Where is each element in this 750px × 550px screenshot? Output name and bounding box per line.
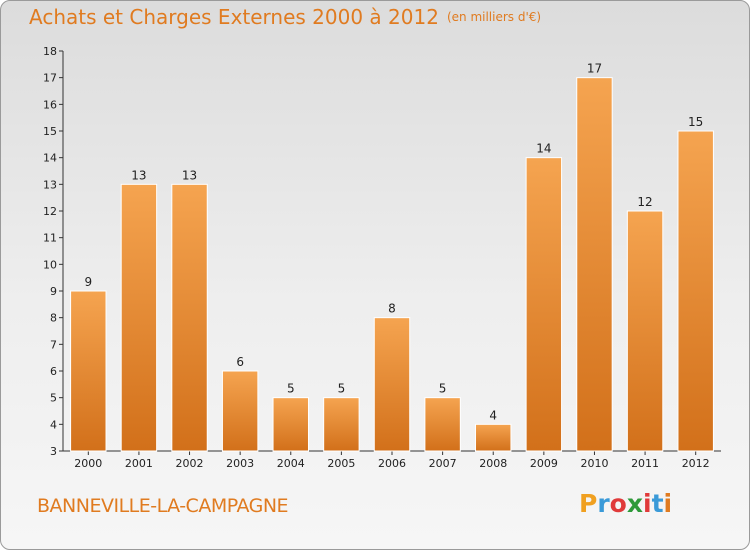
bar-value-label: 5 [439,382,447,396]
y-tick-label: 9 [50,285,57,298]
bar-value-label: 5 [338,382,346,396]
logo-letter: o [609,489,627,518]
x-tick-label: 2011 [631,457,659,470]
bar [424,397,461,452]
x-tick-label: 2000 [74,457,102,470]
x-tick-label: 2008 [479,457,507,470]
logo-letter: t [651,489,664,518]
bar-value-label: 6 [236,355,244,369]
logo-letter: i [663,489,673,518]
y-tick-label: 7 [50,338,57,351]
logo-letter: x [626,489,643,518]
chart-title: Achats et Charges Externes 2000 à 2012 (e… [29,5,541,29]
y-tick-label: 18 [43,45,57,58]
proxiti-logo: Proxiti [579,489,672,518]
x-tick-label: 2003 [226,457,254,470]
y-tick-label: 4 [50,418,57,431]
logo-letter: i [643,489,652,518]
y-tick-label: 13 [43,178,57,191]
bar-value-label: 15 [688,115,703,129]
bar [272,397,309,452]
x-tick-label: 2004 [277,457,305,470]
logo-letter: r [597,489,610,518]
chart-axes: 3 4 5 6 7 8 9 10 11 12 13 14 15 16 17 18 2000 2001 2002 200… [43,45,721,470]
y-tick-label: 3 [50,445,57,458]
bar [171,183,208,452]
bar [576,77,613,452]
y-tick-label: 16 [43,98,57,111]
bar [525,157,563,452]
bar [221,370,259,452]
x-tick-label: 2012 [682,457,710,470]
y-tick-label: 10 [43,258,57,271]
chart-bars [70,77,714,452]
bar-value-label: 17 [587,62,602,76]
chart-data-labels: 9 13 13 6 5 5 8 5 4 14 17 12 15 [84,62,703,423]
y-tick-label: 14 [43,152,57,165]
y-tick-label: 5 [50,392,57,405]
bar-value-label: 8 [388,302,396,316]
y-tick-label: 6 [50,365,57,378]
logo-letter: P [579,489,598,518]
bar-value-label: 13 [182,168,197,182]
x-tick-label: 2010 [580,457,608,470]
bar [475,423,512,452]
bar [70,290,107,452]
bar [626,210,664,452]
bar-value-label: 5 [287,382,295,396]
bar [323,397,360,452]
x-tick-label: 2002 [176,457,204,470]
bar-value-label: 4 [489,408,497,422]
x-tick-label: 2001 [125,457,153,470]
y-tick-label: 17 [43,72,57,85]
bar [373,317,411,452]
bar-value-label: 12 [637,195,652,209]
bar-value-label: 13 [131,168,146,182]
x-tick-label: 2007 [429,457,457,470]
y-tick-label: 15 [43,125,57,138]
y-tick-label: 11 [43,232,57,245]
y-tick-label: 8 [50,312,57,325]
town-name: BANNEVILLE-LA-CAMPAGNE [37,495,289,517]
x-tick-label: 2006 [378,457,406,470]
bar [120,183,158,452]
bar-value-label: 14 [536,142,551,156]
x-tick-label: 2009 [530,457,558,470]
chart-unit: (en milliers d'€) [446,10,542,24]
chart-title-text: Achats et Charges Externes 2000 à 2012 [29,5,439,29]
x-tick-label: 2005 [327,457,355,470]
y-tick-label: 12 [43,205,57,218]
bar [677,130,714,452]
bar-value-label: 9 [84,275,92,289]
